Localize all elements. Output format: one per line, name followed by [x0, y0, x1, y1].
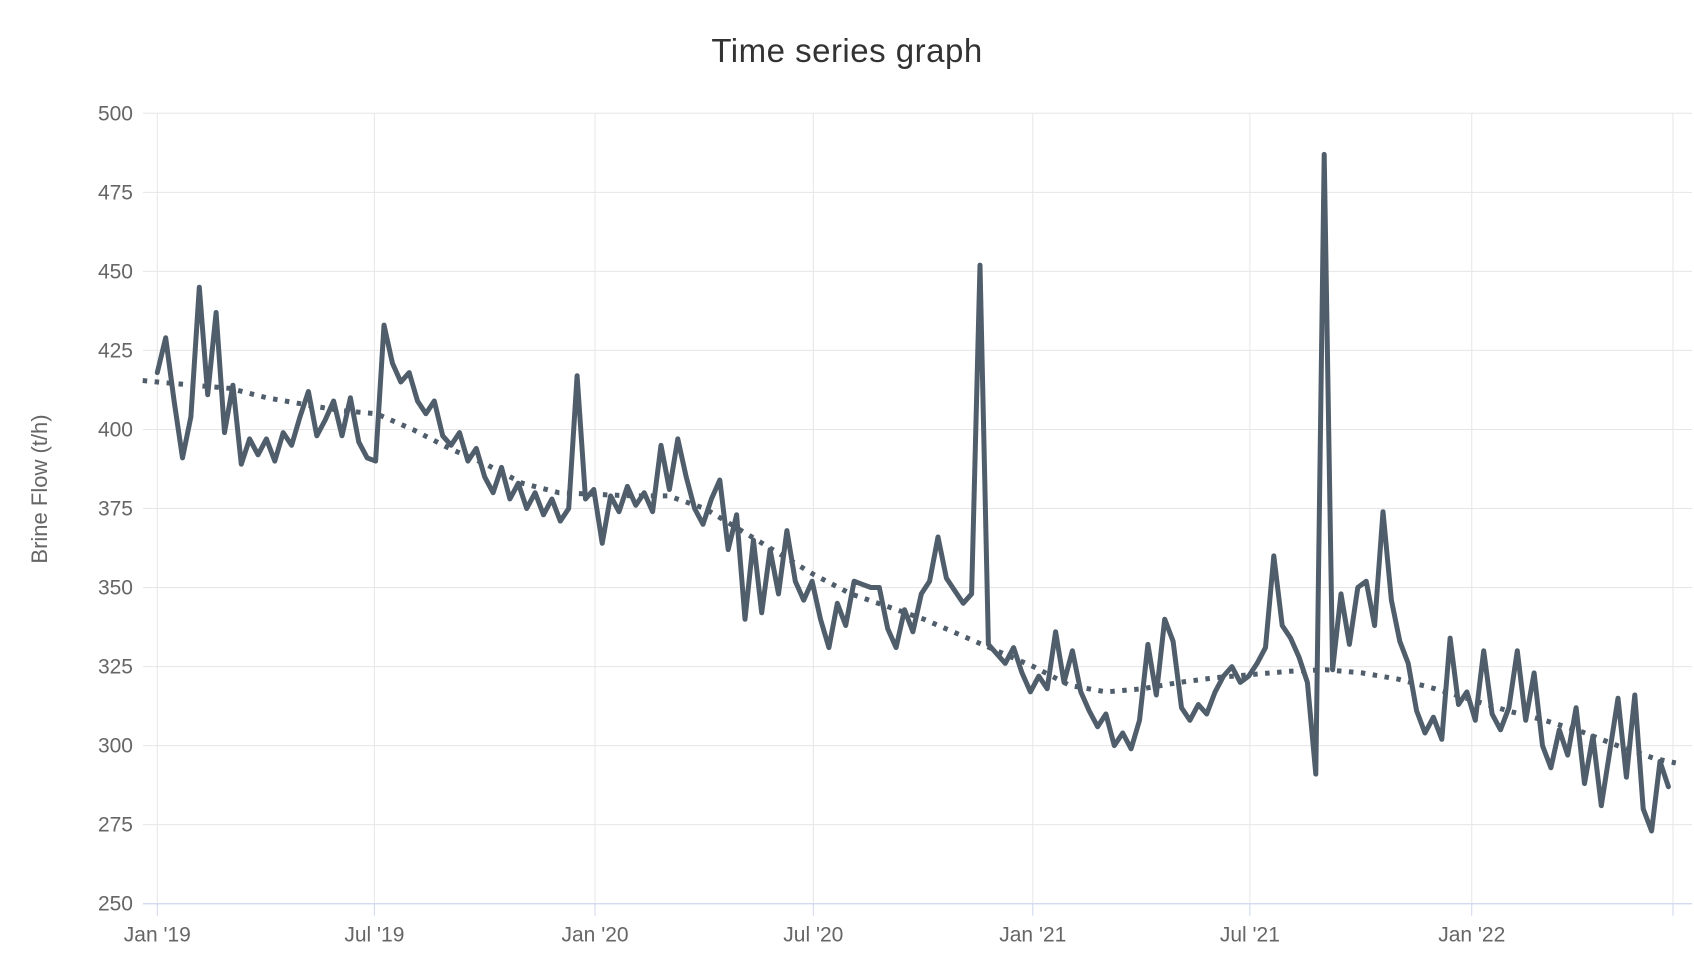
x-axis-tick-label: Jan '19 [124, 924, 191, 947]
series-line[interactable] [154, 151, 1671, 834]
y-axis-tick-label: 250 [98, 893, 133, 916]
y-axis-tick-label: 425 [98, 339, 133, 362]
series-line-group [154, 151, 1671, 834]
axis-labels: 250 275 300 325 350 375 400 425 450 475 500 Jan '19… [98, 102, 1505, 946]
x-axis [143, 903, 1692, 916]
y-axis-tick-label: 375 [98, 498, 133, 521]
trend-line[interactable] [142, 378, 1677, 766]
trend-line-group [142, 378, 1677, 766]
y-axis-tick-label: 325 [98, 656, 133, 679]
x-axis-tick-label: Jul '21 [1220, 924, 1280, 947]
x-axis-tick-label: Jul '20 [783, 924, 843, 947]
y-gridlines [143, 112, 1692, 905]
x-axis-tick-label: Jul '19 [344, 924, 404, 947]
y-axis-tick-label: 275 [98, 814, 133, 837]
y-axis-tick-label: 400 [98, 418, 133, 441]
y-axis-tick-label: 300 [98, 735, 133, 758]
x-axis-tick-label: Jan '20 [562, 924, 629, 947]
y-axis-tick-label: 500 [98, 102, 133, 125]
x-axis-tick-label: Jan '22 [1438, 924, 1505, 947]
y-axis-title: Brine Flow (t/h) [27, 414, 52, 564]
y-axis-tick-label: 350 [98, 577, 133, 600]
x-axis-tick-label: Jan '21 [999, 924, 1066, 947]
chart-title: Time series graph [711, 32, 983, 69]
y-axis-tick-label: 450 [98, 260, 133, 283]
y-axis-tick-label: 475 [98, 181, 133, 204]
